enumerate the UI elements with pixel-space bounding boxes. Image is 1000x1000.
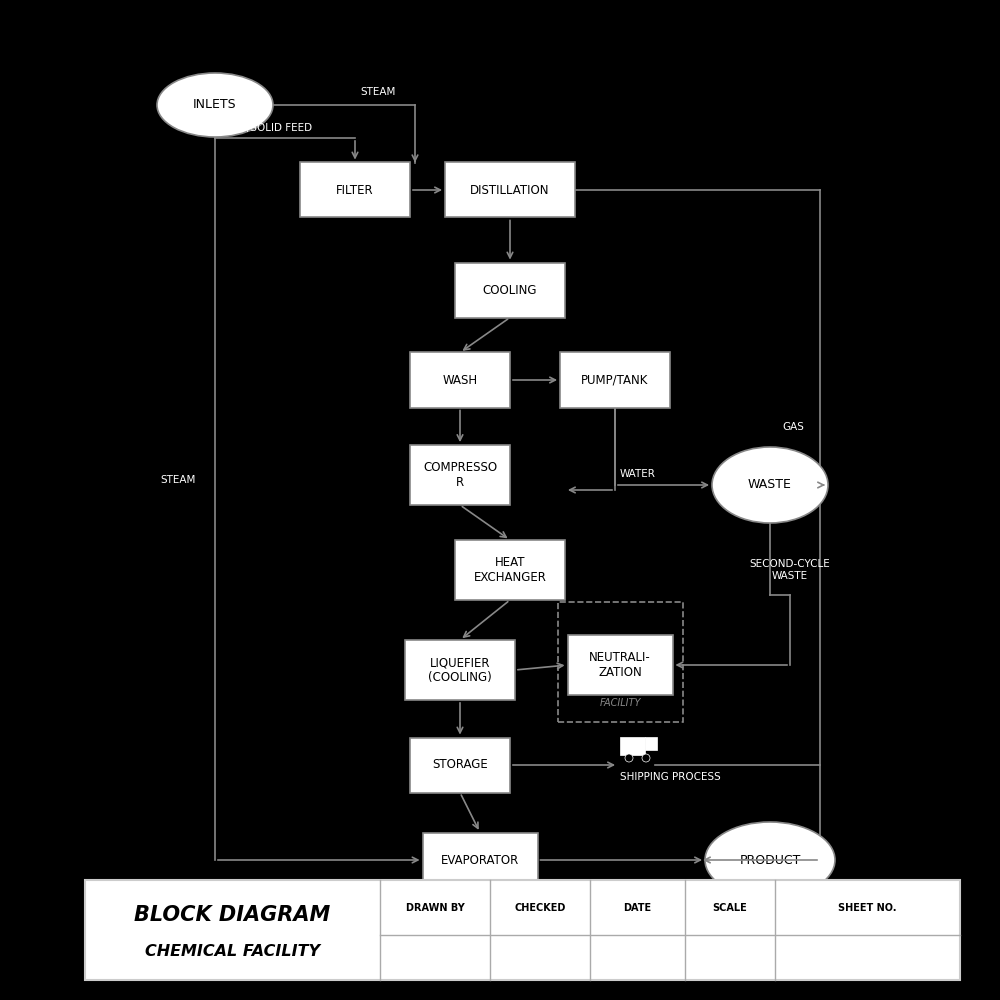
Text: SHIPPING PROCESS: SHIPPING PROCESS (620, 772, 721, 782)
FancyBboxPatch shape (620, 737, 645, 755)
Text: SHEET NO.: SHEET NO. (838, 903, 897, 913)
Ellipse shape (642, 754, 650, 762)
Text: CHECKED: CHECKED (514, 903, 566, 913)
Text: SECOND-CYCLE
WASTE: SECOND-CYCLE WASTE (750, 559, 830, 581)
Ellipse shape (712, 447, 828, 523)
FancyBboxPatch shape (85, 880, 960, 980)
Text: STEAM: STEAM (360, 87, 395, 97)
Text: BLOCK DIAGRAM: BLOCK DIAGRAM (134, 905, 331, 925)
Text: TOXIC RATED
FACILITY: TOXIC RATED FACILITY (588, 686, 653, 708)
FancyBboxPatch shape (410, 738, 510, 792)
Text: WASTE: WASTE (748, 479, 792, 491)
Text: DISTILLATION: DISTILLATION (470, 184, 550, 196)
Text: INLETS: INLETS (193, 99, 237, 111)
Text: LIQUEFIER
(COOLING): LIQUEFIER (COOLING) (428, 656, 492, 684)
Text: STORAGE: STORAGE (432, 758, 488, 772)
FancyBboxPatch shape (422, 832, 538, 888)
Ellipse shape (157, 73, 273, 137)
Text: STEAM: STEAM (160, 475, 195, 485)
FancyBboxPatch shape (445, 162, 575, 217)
Text: EVAPORATOR: EVAPORATOR (441, 854, 519, 866)
FancyBboxPatch shape (645, 737, 657, 750)
Text: WATER: WATER (620, 469, 656, 479)
Text: COOLING: COOLING (483, 284, 537, 296)
Text: NEUTRALI-
ZATION: NEUTRALI- ZATION (589, 651, 651, 679)
Text: SCALE: SCALE (713, 903, 747, 913)
Text: HEAT
EXCHANGER: HEAT EXCHANGER (474, 556, 546, 584)
Ellipse shape (625, 754, 633, 762)
Text: CHEMICAL FACILITY: CHEMICAL FACILITY (145, 944, 320, 960)
Text: PRODUCT: PRODUCT (739, 854, 801, 866)
Text: WASH: WASH (442, 373, 478, 386)
Text: DRAWN BY: DRAWN BY (406, 903, 464, 913)
Text: DATE: DATE (623, 903, 652, 913)
FancyBboxPatch shape (405, 640, 515, 700)
Text: GAS: GAS (782, 422, 804, 432)
FancyBboxPatch shape (455, 262, 565, 318)
FancyBboxPatch shape (410, 445, 510, 505)
FancyBboxPatch shape (455, 540, 565, 600)
FancyBboxPatch shape (558, 602, 683, 722)
Text: FILTER: FILTER (336, 184, 374, 196)
Ellipse shape (705, 822, 835, 898)
Text: GAS/SOLID FEED: GAS/SOLID FEED (225, 123, 312, 133)
FancyBboxPatch shape (300, 162, 410, 217)
FancyBboxPatch shape (560, 352, 670, 408)
FancyBboxPatch shape (568, 635, 672, 695)
Text: COMPRESSO
R: COMPRESSO R (423, 461, 497, 489)
Text: PUMP/TANK: PUMP/TANK (581, 373, 649, 386)
FancyBboxPatch shape (410, 352, 510, 408)
